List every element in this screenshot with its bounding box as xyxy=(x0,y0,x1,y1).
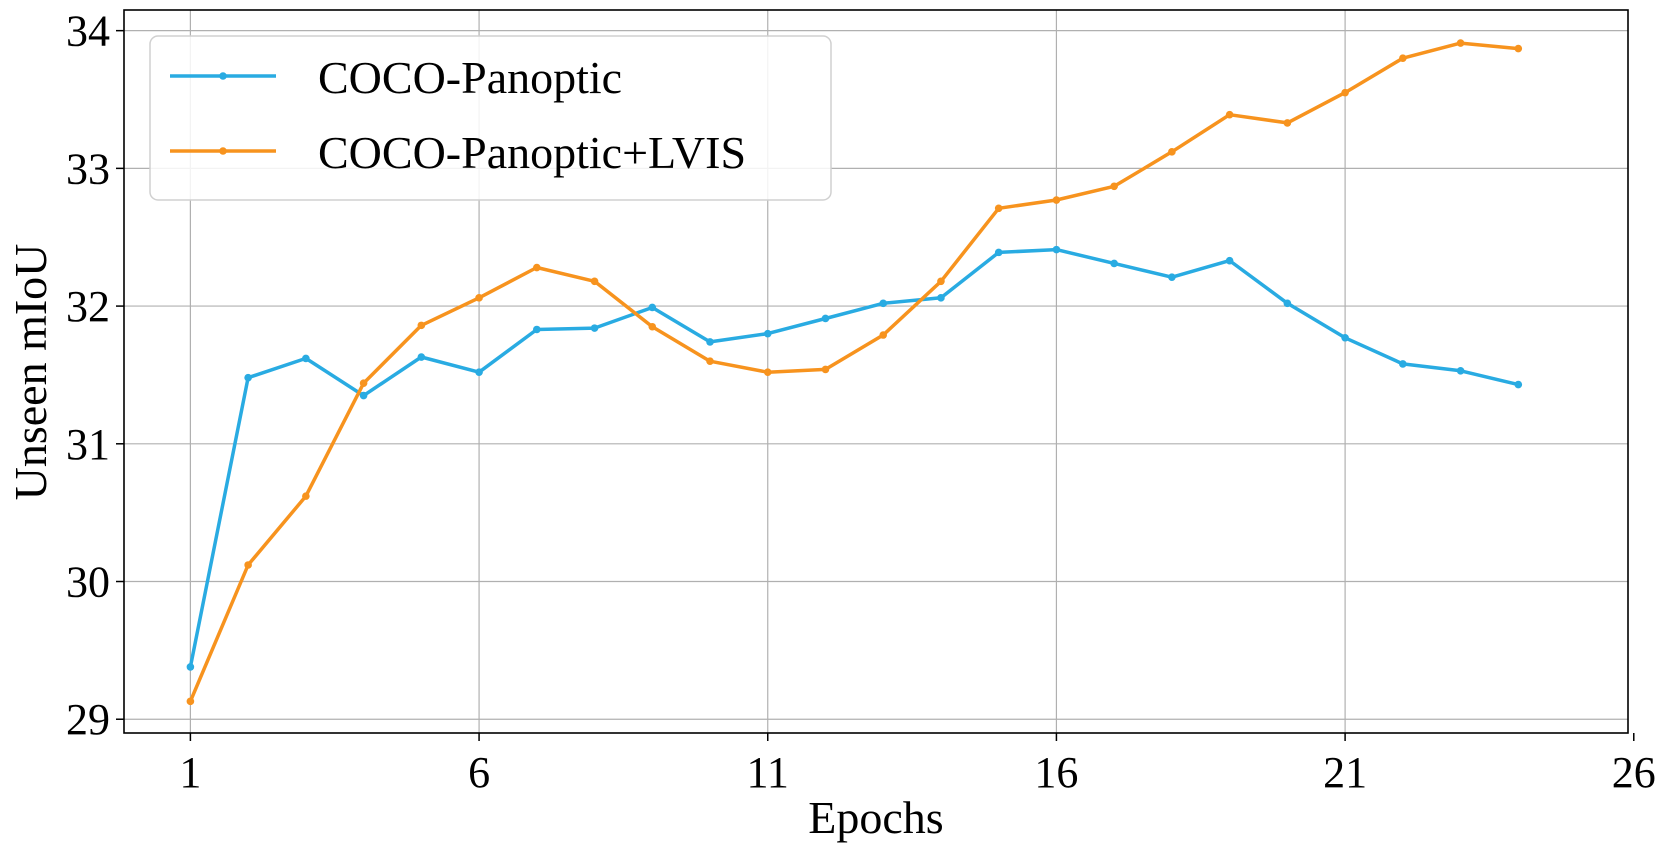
x-tick-label: 11 xyxy=(747,748,789,797)
y-tick-label: 34 xyxy=(66,7,110,56)
data-point-coco-panoptic-lvis xyxy=(533,263,541,272)
y-axis-title: Unseen mIoU xyxy=(5,244,56,501)
data-point-coco-panoptic xyxy=(706,338,714,346)
data-point-coco-panoptic-lvis xyxy=(1168,148,1176,156)
data-point-coco-panoptic xyxy=(821,314,830,323)
data-point-coco-panoptic xyxy=(648,303,657,312)
data-point-coco-panoptic xyxy=(302,354,310,363)
y-tick-label: 33 xyxy=(66,144,110,193)
data-point-coco-panoptic xyxy=(186,663,195,671)
data-point-coco-panoptic-lvis xyxy=(1052,196,1061,204)
x-tick-label: 16 xyxy=(1034,748,1078,797)
x-axis-title: Epochs xyxy=(808,792,943,843)
data-point-coco-panoptic-lvis xyxy=(1514,44,1523,53)
data-point-coco-panoptic-lvis xyxy=(763,368,772,376)
data-point-coco-panoptic xyxy=(1514,380,1523,389)
data-point-coco-panoptic-lvis xyxy=(1399,54,1407,62)
data-point-coco-panoptic-lvis xyxy=(994,204,1003,213)
data-point-coco-panoptic-lvis xyxy=(937,277,945,286)
legend-label-coco-panoptic: COCO-Panoptic xyxy=(318,52,622,103)
data-point-coco-panoptic xyxy=(763,329,772,338)
data-point-coco-panoptic xyxy=(1168,273,1176,281)
data-point-coco-panoptic-lvis xyxy=(706,357,714,365)
y-tick-label: 30 xyxy=(66,558,110,607)
legend: COCO-Panoptic COCO-Panoptic+LVIS xyxy=(149,35,832,201)
data-point-coco-panoptic xyxy=(1110,259,1118,268)
series-line-coco-panoptic-lvis xyxy=(188,41,1521,704)
data-point-coco-panoptic xyxy=(879,299,888,308)
data-point-coco-panoptic xyxy=(475,368,483,376)
x-tick-label: 21 xyxy=(1323,748,1367,797)
data-point-coco-panoptic xyxy=(1456,367,1465,375)
y-tick-label: 29 xyxy=(66,695,110,744)
y-tick-label: 31 xyxy=(66,420,110,469)
data-point-coco-panoptic xyxy=(590,324,599,332)
data-point-coco-panoptic-lvis xyxy=(648,322,657,331)
data-point-coco-panoptic-lvis xyxy=(1225,110,1234,119)
x-tick-label: 26 xyxy=(1612,748,1656,797)
data-point-coco-panoptic-lvis xyxy=(1283,119,1292,127)
legend-label-coco-panoptic-lvis: COCO-Panoptic+LVIS xyxy=(318,127,746,178)
data-point-coco-panoptic xyxy=(533,325,541,334)
series-layer xyxy=(186,39,1523,706)
data-point-coco-panoptic xyxy=(937,294,945,302)
plot-frame xyxy=(123,9,1629,734)
data-point-coco-panoptic-lvis xyxy=(359,379,368,388)
data-point-coco-panoptic-lvis xyxy=(879,331,888,339)
y-tick-label: 32 xyxy=(66,282,110,331)
data-point-coco-panoptic xyxy=(1052,245,1061,254)
data-point-coco-panoptic xyxy=(1341,333,1349,342)
legend-box xyxy=(149,35,832,201)
data-point-coco-panoptic-lvis xyxy=(590,277,599,286)
data-point-coco-panoptic-lvis xyxy=(1341,88,1349,97)
legend-marker-coco-panoptic xyxy=(219,72,227,80)
data-point-coco-panoptic-lvis xyxy=(821,365,830,374)
data-point-coco-panoptic xyxy=(1225,256,1234,265)
data-point-coco-panoptic xyxy=(1283,299,1292,308)
data-point-coco-panoptic xyxy=(244,373,252,382)
data-point-coco-panoptic xyxy=(417,353,426,361)
data-point-coco-panoptic-lvis xyxy=(475,294,483,302)
legend-marker-coco-panoptic-lvis xyxy=(219,147,227,155)
data-point-coco-panoptic xyxy=(359,391,368,400)
series-line-coco-panoptic xyxy=(188,247,1521,669)
data-point-coco-panoptic-lvis xyxy=(302,492,310,500)
x-tick-label: 6 xyxy=(468,748,490,797)
data-point-coco-panoptic-lvis xyxy=(1110,182,1118,191)
data-point-coco-panoptic xyxy=(1399,360,1407,368)
data-point-coco-panoptic xyxy=(994,248,1003,257)
x-tick-label: 1 xyxy=(179,748,201,797)
data-point-coco-panoptic-lvis xyxy=(417,321,426,330)
data-point-coco-panoptic-lvis xyxy=(186,697,195,706)
data-point-coco-panoptic-lvis xyxy=(1456,39,1465,47)
data-point-coco-panoptic-lvis xyxy=(244,561,252,569)
